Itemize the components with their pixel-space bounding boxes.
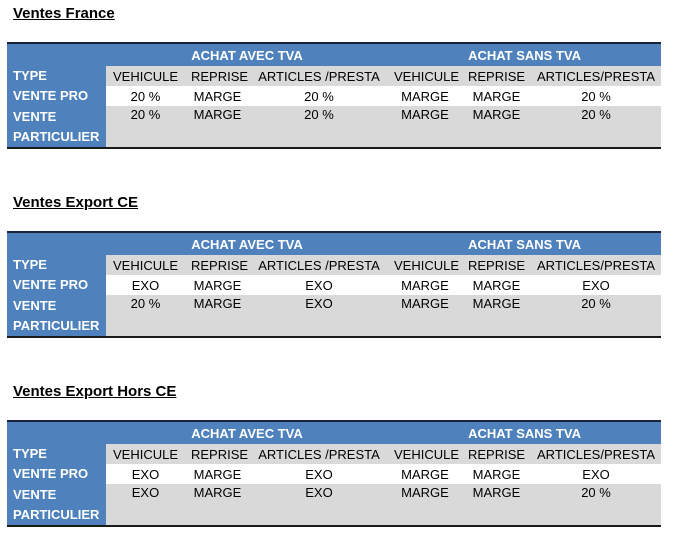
table: ACHAT AVEC TVA ACHAT SANS TVA TYPE VEHICULE… [7, 42, 662, 149]
row-header: VENTE PRO [7, 275, 106, 295]
column-header: REPRISE [185, 66, 250, 86]
group-header: ACHAT AVEC TVA [106, 43, 388, 66]
cell: MARGE [388, 86, 462, 106]
table: ACHAT AVEC TVA ACHAT SANS TVA TYPE VEHICULE… [7, 420, 662, 527]
row: VENTE PRO EXO MARGE EXO MARGE MARGE EXO [7, 275, 662, 295]
column-header: ARTICLES /PRESTA [250, 66, 388, 86]
cell: EXO [250, 464, 388, 484]
row-header: VENTE PRO [7, 464, 106, 484]
group-row: ACHAT AVEC TVA ACHAT SANS TVA [7, 232, 662, 255]
group-spacer [7, 43, 106, 66]
column-header: REPRISE [462, 255, 531, 275]
column-header: VEHICULE [388, 444, 462, 464]
column-header: ARTICLES/PRESTA [531, 444, 662, 464]
column-header: ARTICLES/PRESTA [531, 66, 662, 86]
column-header: REPRISE [462, 66, 531, 86]
section-title: Ventes France [13, 5, 115, 22]
section-title: Ventes Export Hors CE [13, 383, 177, 400]
column-header: ARTICLES /PRESTA [250, 255, 388, 275]
row: VENTE PARTICULIER EXO MARGE EXO MARGE MARGE 20… [7, 484, 662, 526]
cell: EXO [531, 275, 662, 295]
group-header: ACHAT AVEC TVA [106, 232, 388, 255]
cell: MARGE [388, 295, 462, 337]
column-header: VEHICULE [106, 444, 185, 464]
cell: MARGE [462, 275, 531, 295]
cell: 20 % [531, 106, 662, 148]
cell: EXO [106, 484, 185, 526]
group-header: ACHAT AVEC TVA [106, 421, 388, 444]
row: VENTE PRO 20 % MARGE 20 % MARGE MARGE 20 % [7, 86, 662, 106]
cell: 20 % [106, 295, 185, 337]
row: VENTE PARTICULIER 20 % MARGE EXO MARGE MARGE 2… [7, 295, 662, 337]
cell: EXO [106, 275, 185, 295]
cell: MARGE [185, 295, 250, 337]
cell: MARGE [388, 106, 462, 148]
cell: EXO [106, 464, 185, 484]
cell: MARGE [185, 86, 250, 106]
cell: MARGE [462, 86, 531, 106]
group-row: ACHAT AVEC TVA ACHAT SANS TVA [7, 43, 662, 66]
group-row: ACHAT AVEC TVA ACHAT SANS TVA [7, 421, 662, 444]
column-header: REPRISE [462, 444, 531, 464]
row-header: VENTE PARTICULIER [7, 295, 106, 337]
table: ACHAT AVEC TVA ACHAT SANS TVA TYPE VEHICULE… [7, 231, 662, 338]
column-header: ARTICLES /PRESTA [250, 444, 388, 464]
column-header: REPRISE [185, 444, 250, 464]
row: VENTE PRO EXO MARGE EXO MARGE MARGE EXO [7, 464, 662, 484]
cell: MARGE [462, 464, 531, 484]
group-header: ACHAT SANS TVA [388, 421, 662, 444]
column-header: VEHICULE [106, 66, 185, 86]
cell: 20 % [250, 106, 388, 148]
group-header: ACHAT SANS TVA [388, 232, 662, 255]
cell: MARGE [185, 106, 250, 148]
cell: 20 % [106, 106, 185, 148]
column-header: TYPE [7, 444, 106, 464]
group-spacer [7, 232, 106, 255]
column-header: VEHICULE [106, 255, 185, 275]
cell: MARGE [185, 275, 250, 295]
header-row: TYPE VEHICULE REPRISE ARTICLES /PRESTA VEHIC… [7, 66, 662, 86]
cell: MARGE [462, 106, 531, 148]
row-header: VENTE PRO [7, 86, 106, 106]
column-header: VEHICULE [388, 255, 462, 275]
cell: MARGE [185, 464, 250, 484]
column-header: TYPE [7, 255, 106, 275]
section-title: Ventes Export CE [13, 194, 139, 211]
column-header: REPRISE [185, 255, 250, 275]
column-header: ARTICLES/PRESTA [531, 255, 662, 275]
cell: 20 % [250, 86, 388, 106]
row-header: VENTE PARTICULIER [7, 484, 106, 526]
header-row: TYPE VEHICULE REPRISE ARTICLES /PRESTA VEHIC… [7, 444, 662, 464]
cell: 20 % [106, 86, 185, 106]
group-header: ACHAT SANS TVA [388, 43, 662, 66]
cell: 20 % [531, 86, 662, 106]
header-row: TYPE VEHICULE REPRISE ARTICLES /PRESTA VEHIC… [7, 255, 662, 275]
cell: MARGE [185, 484, 250, 526]
cell: MARGE [462, 295, 531, 337]
row-header: VENTE PARTICULIER [7, 106, 106, 148]
cell: EXO [250, 275, 388, 295]
cell: MARGE [388, 484, 462, 526]
row: VENTE PARTICULIER 20 % MARGE 20 % MARGE MARGE… [7, 106, 662, 148]
cell: EXO [531, 464, 662, 484]
cell: MARGE [462, 484, 531, 526]
cell: EXO [250, 295, 388, 337]
column-header: TYPE [7, 66, 106, 86]
cell: 20 % [531, 295, 662, 337]
cell: EXO [250, 484, 388, 526]
column-header: VEHICULE [388, 66, 462, 86]
cell: MARGE [388, 464, 462, 484]
cell: MARGE [388, 275, 462, 295]
cell: 20 % [531, 484, 662, 526]
group-spacer [7, 421, 106, 444]
